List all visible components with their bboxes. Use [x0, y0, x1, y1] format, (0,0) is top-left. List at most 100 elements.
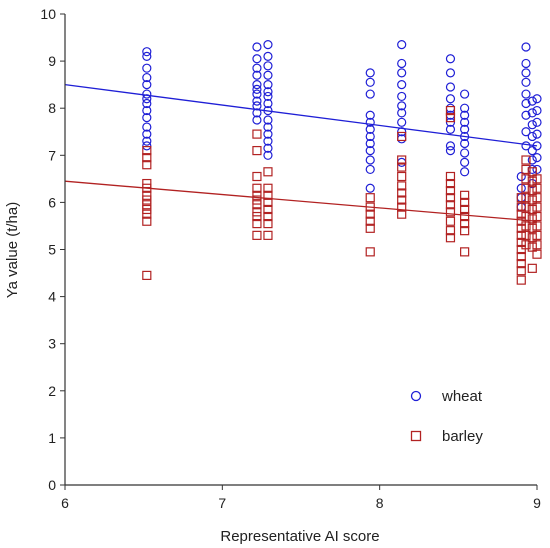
barley-point: [142, 190, 152, 200]
y-axis-title: Ya value (t/ha): [4, 202, 21, 298]
wheat-point: [445, 145, 456, 156]
wheat-point: [397, 157, 407, 167]
barley-point: [516, 275, 526, 285]
barley-point: [516, 244, 526, 255]
wheat-point: [527, 108, 537, 118]
wheat-point: [460, 103, 470, 113]
barley-point: [397, 188, 407, 198]
wheat-point: [263, 115, 273, 125]
barley-point: [397, 195, 407, 205]
barley-point: [532, 230, 542, 240]
barley-point: [365, 209, 375, 219]
barley-point: [527, 223, 537, 233]
barley-point: [263, 183, 273, 193]
y-tick-label: 10: [40, 6, 56, 22]
barley-point: [521, 193, 531, 203]
legend-wheat-marker: [410, 390, 422, 402]
wheat-point: [263, 87, 273, 97]
barley-point: [142, 153, 152, 163]
barley-point: [445, 193, 456, 203]
barley-point: [516, 193, 526, 203]
barley-point: [532, 183, 542, 193]
wheat-point: [516, 183, 526, 193]
barley-point: [460, 247, 470, 257]
x-tick-label: 9: [533, 495, 541, 511]
wheat-point: [445, 94, 456, 104]
barley-point: [532, 174, 542, 184]
barley-point: [263, 230, 273, 240]
barley-point: [142, 204, 152, 215]
wheat-point: [365, 117, 375, 127]
wheat-point: [527, 96, 537, 106]
wheat-point: [521, 68, 531, 78]
legend-barley-label: barley: [442, 428, 483, 445]
wheat-point: [460, 167, 470, 177]
wheat-point: [365, 183, 375, 193]
wheat-point: [521, 42, 531, 52]
wheat-point: [263, 143, 273, 153]
wheat-point: [527, 120, 537, 130]
barley-point: [516, 216, 526, 226]
wheat-point: [263, 98, 273, 109]
barley-point: [460, 197, 470, 207]
barley-point: [445, 186, 456, 196]
wheat-point: [252, 54, 262, 64]
wheat-point: [142, 47, 152, 57]
wheat-point: [521, 58, 531, 69]
y-tick-label: 5: [48, 242, 56, 258]
wheat-point: [397, 108, 407, 118]
y-tick-label: 2: [48, 383, 56, 399]
barley-point: [252, 207, 262, 217]
barley-point: [516, 266, 526, 276]
wheat-point: [516, 171, 526, 182]
wheat-point: [365, 138, 375, 149]
barley-point: [527, 263, 537, 273]
wheat-point: [142, 63, 152, 73]
barley-point: [365, 216, 375, 226]
wheat-point: [521, 127, 531, 137]
wheat-point: [142, 80, 152, 90]
wheat-point: [142, 141, 152, 151]
y-tick-label: 4: [48, 289, 56, 305]
barley-point: [252, 190, 262, 200]
wheat-point: [263, 136, 273, 146]
barley-point: [521, 230, 531, 240]
axes: 0 1 2 3 4 5 6 7 8 9 10 6 7 8 9: [40, 6, 541, 511]
wheat-point: [365, 110, 375, 120]
wheat-point: [521, 110, 531, 120]
barley-point: [460, 226, 470, 236]
barley-point: [532, 221, 542, 231]
wheat-point: [527, 131, 537, 142]
wheat-point: [263, 150, 273, 160]
wheat-point: [365, 131, 375, 142]
wheat-point: [532, 94, 542, 104]
wheat-point: [516, 193, 526, 203]
barley-point: [252, 145, 262, 156]
y-tick-label: 6: [48, 194, 56, 210]
barley-point: [527, 204, 537, 215]
barley-point: [252, 183, 262, 193]
wheat-point: [527, 155, 537, 165]
y-tick-label: 1: [48, 430, 56, 446]
wheat-point: [397, 68, 407, 78]
barley-point: [365, 193, 375, 203]
barley-point: [521, 221, 531, 231]
barley-point: [521, 174, 531, 184]
wheat-point: [252, 115, 262, 125]
barley-point: [532, 240, 542, 250]
legend: wheat barley: [410, 388, 483, 445]
wheat-point: [445, 54, 456, 64]
barley-point: [460, 218, 470, 229]
barley-point: [532, 249, 542, 259]
wheat-point: [460, 124, 470, 134]
wheat-point: [263, 80, 273, 90]
wheat-point: [142, 98, 152, 109]
barley-point: [527, 186, 537, 196]
barley-point: [263, 190, 273, 200]
x-tick-label: 7: [218, 495, 226, 511]
barley-point: [516, 230, 526, 240]
wheat-point: [521, 98, 531, 109]
wheat-point: [460, 89, 470, 99]
barley-point: [527, 195, 537, 205]
